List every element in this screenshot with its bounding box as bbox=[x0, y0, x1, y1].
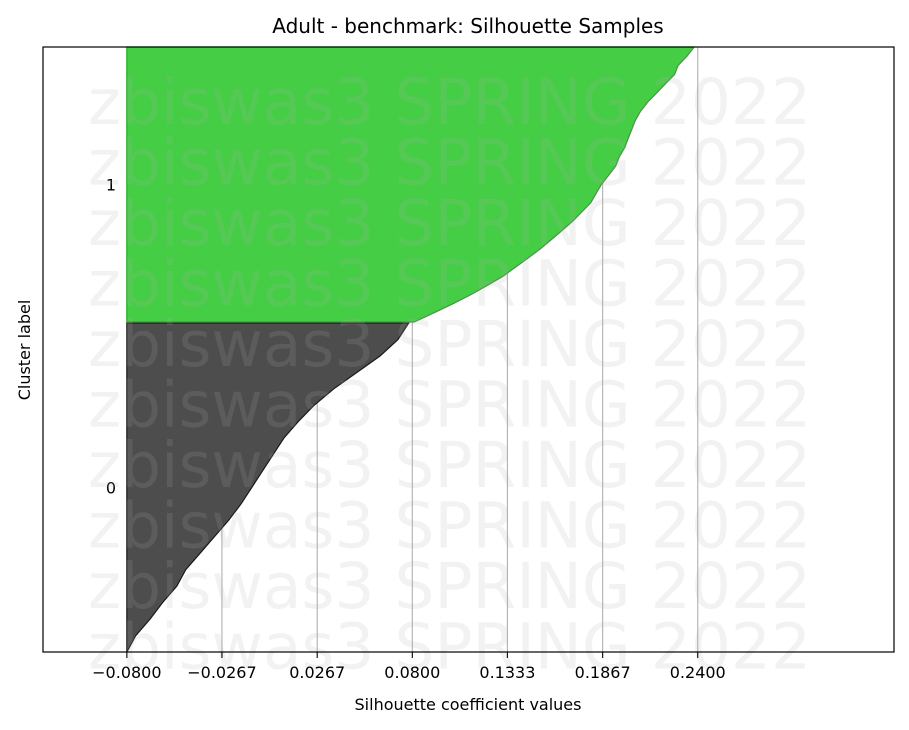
y-axis-label: Cluster label bbox=[15, 300, 34, 401]
x-tick-label: 0.0267 bbox=[289, 663, 345, 682]
watermark-text: zbiswas3 SPRING 2022 bbox=[88, 429, 811, 502]
chart-title: Adult - benchmark: Silhouette Samples bbox=[272, 14, 663, 38]
silhouette-cluster-1 bbox=[126, 46, 696, 323]
cluster-label-0: 0 bbox=[106, 479, 116, 498]
watermark-text: zbiswas3 SPRING 2022 bbox=[88, 127, 811, 200]
x-tick-label: 0.1867 bbox=[575, 663, 631, 682]
cluster-label-1: 1 bbox=[106, 176, 116, 195]
x-tick-label: −0.0267 bbox=[187, 663, 256, 682]
x-axis-label: Silhouette coefficient values bbox=[355, 695, 582, 714]
x-tick-label: 0.1333 bbox=[479, 663, 535, 682]
silhouette-cluster-0 bbox=[126, 322, 410, 653]
x-tick-label: −0.0800 bbox=[92, 663, 161, 682]
axes-frame bbox=[42, 46, 895, 653]
x-tick-label: 0.0800 bbox=[384, 663, 440, 682]
watermark-text: zbiswas3 SPRING 2022 bbox=[88, 66, 811, 139]
watermark-text: zbiswas3 SPRING 2022 bbox=[88, 550, 811, 623]
watermark-text: zbiswas3 SPRING 2022 bbox=[88, 369, 811, 442]
watermark-text: zbiswas3 SPRING 2022 bbox=[88, 308, 811, 381]
watermark-text: zbiswas3 SPRING 2022 bbox=[88, 611, 811, 684]
watermark-text: zbiswas3 SPRING 2022 bbox=[88, 490, 811, 563]
x-tick-label: 0.2400 bbox=[670, 663, 726, 682]
watermark-text: zbiswas3 SPRING 2022 bbox=[88, 187, 811, 260]
watermark-text: zbiswas3 SPRING 2022 bbox=[88, 248, 811, 321]
